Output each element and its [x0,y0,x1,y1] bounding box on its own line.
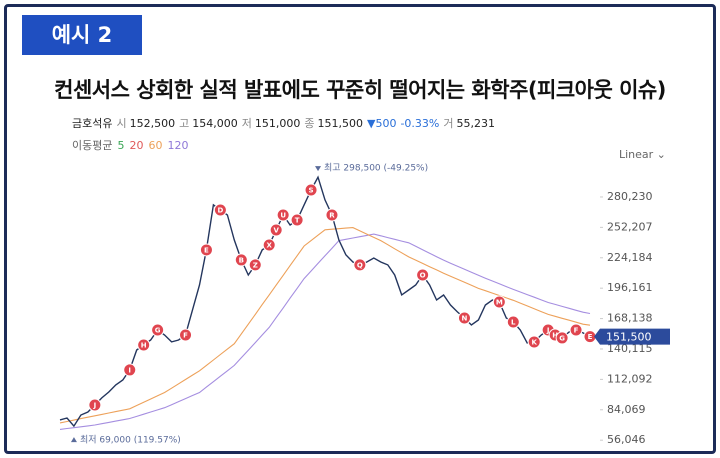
stock-header: 금호석유 시 152,500 고 154,000 저 151,000 종 151,500 ▼500… [72,115,495,131]
ma-period: 20 [129,139,144,152]
event-marker [416,268,430,282]
event-label: L [511,318,516,326]
event-label: D [217,207,223,215]
event-label: Z [253,261,258,269]
event-marker [179,328,193,342]
y-tick-label: 56,046 [607,433,646,446]
event-label: E [204,246,209,254]
event-marker [569,323,583,337]
event-label: V [273,226,279,234]
event-label: T [295,217,300,225]
price-line [59,175,591,428]
y-tick-label: 280,230 [607,190,653,203]
event-marker [457,311,471,325]
low-arrow [70,437,77,443]
volume-label: 거 [443,117,454,130]
event-label: J [93,401,97,409]
event-label: G [155,327,161,335]
event-label: U [280,212,286,220]
low-annotation: 최저 69,000 (119.57%) [80,435,181,446]
event-label: J [546,327,550,335]
change-pct: -0.33% [400,117,440,130]
event-marker [555,331,569,345]
event-marker [304,183,318,197]
event-label: N [462,314,468,322]
current-price-label: 151,500 [606,331,652,344]
high-arrow [315,166,322,172]
event-label: B [239,256,244,264]
event-marker [506,315,520,329]
event-label: E [588,333,593,341]
ma-period: 60 [148,139,163,152]
field-value: 151,000 [254,117,301,130]
y-tick-label: 168,138 [607,312,653,325]
event-label: O [420,272,426,280]
y-tick-label: 84,069 [607,403,646,416]
event-marker [199,243,213,257]
ma-period: 120 [167,139,189,152]
event-label: F [183,332,188,340]
ma-legend: 이동평균 5 20 60 120 [72,137,188,153]
event-label: H [552,332,558,340]
event-marker [492,295,506,309]
event-marker [137,338,151,352]
event-label: K [531,338,537,346]
event-marker [353,258,367,272]
event-marker [151,323,165,337]
y-tick-label: 196,161 [607,281,653,294]
event-marker [269,223,283,237]
change: ▼500 [366,117,397,130]
event-marker [290,213,304,227]
slide-frame [4,4,716,454]
field-value: 154,000 [192,117,238,130]
field-label: 저 [241,117,252,130]
field-label: 고 [179,117,190,130]
event-marker [123,363,137,377]
y-tick-label: 112,092 [607,372,653,385]
event-label: Q [357,261,363,269]
event-marker [213,203,227,217]
event-label: F [574,327,579,335]
event-marker [88,398,102,412]
badge: 예시 2 [22,15,142,55]
field-value: 152,500 [129,117,176,130]
event-label: G [559,334,565,342]
event-label: I [128,366,131,374]
event-label: R [329,212,335,220]
y-tick-label: 224,184 [607,251,653,264]
event-label: H [141,341,147,349]
current-price-box [594,328,670,345]
event-marker [262,238,276,252]
scale-toggle[interactable]: Linear ⌄ [619,148,666,161]
stock-name: 금호석유 [72,117,113,130]
event-label: M [496,299,503,307]
ma-label: 이동평균 [72,139,113,152]
event-label: X [267,241,273,249]
y-tick-label: 252,207 [607,220,653,233]
event-marker [276,208,290,222]
ma-line [59,233,591,430]
field-label: 종 [304,117,315,130]
event-marker [527,335,541,349]
ma-period: 5 [117,139,125,152]
high-annotation: 최고 298,500 (-49.25%) [324,163,428,174]
event-marker [325,208,339,222]
field-value: 151,500 [317,117,363,130]
event-label: S [309,186,314,194]
event-marker [234,253,248,267]
volume: 55,231 [456,117,496,130]
slide-title: 컨센서스 상회한 실적 발표에도 꾸준히 떨어지는 화학주(피크아웃 이슈) [54,78,666,102]
scale-label[interactable]: Linear [619,148,654,161]
field-label: 시 [116,117,127,130]
event-marker [248,258,262,272]
y-tick-label: 140,115 [607,342,653,355]
